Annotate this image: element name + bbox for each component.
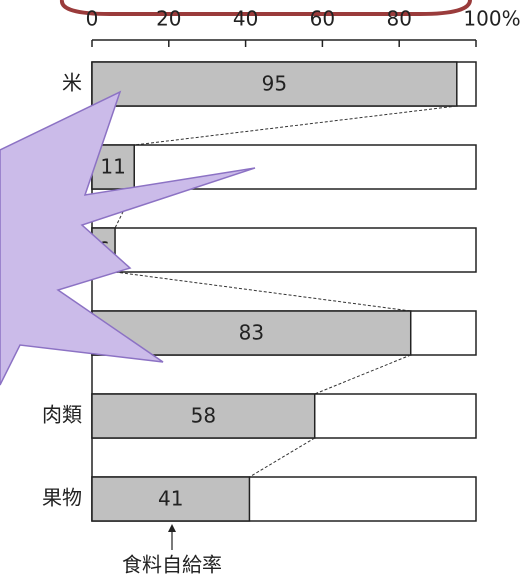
value-label: 58: [191, 404, 216, 428]
bar: [91, 61, 458, 107]
value-label: 11: [100, 155, 125, 179]
frame-decoration: [60, 0, 472, 16]
bar-remainder: [91, 144, 477, 190]
y-tick-label: 果物: [42, 486, 82, 510]
x-tick-label: 80: [386, 7, 411, 31]
x-tick-label: 0: [86, 7, 99, 31]
connector: [114, 271, 411, 312]
bar: [91, 393, 316, 439]
connector: [249, 437, 315, 478]
y-tick-label: 米: [62, 71, 82, 95]
value-label: 95: [262, 72, 287, 96]
annotation-arrowhead: [168, 524, 176, 532]
x-tick-label: 100%: [463, 7, 520, 31]
x-tick-label: 40: [233, 7, 258, 31]
x-tick-label: 20: [156, 7, 181, 31]
connector: [314, 354, 411, 395]
bar: [91, 310, 412, 356]
connector: [134, 105, 457, 146]
bar-remainder: [91, 227, 477, 273]
star-overlay: [0, 90, 256, 386]
value-label: 83: [239, 321, 264, 345]
annotation: 食料自給率: [122, 553, 222, 577]
y-tick-label: 肉類: [42, 403, 82, 427]
x-tick-label: 60: [310, 7, 335, 31]
bar: [91, 476, 251, 522]
value-label: 41: [158, 487, 183, 511]
